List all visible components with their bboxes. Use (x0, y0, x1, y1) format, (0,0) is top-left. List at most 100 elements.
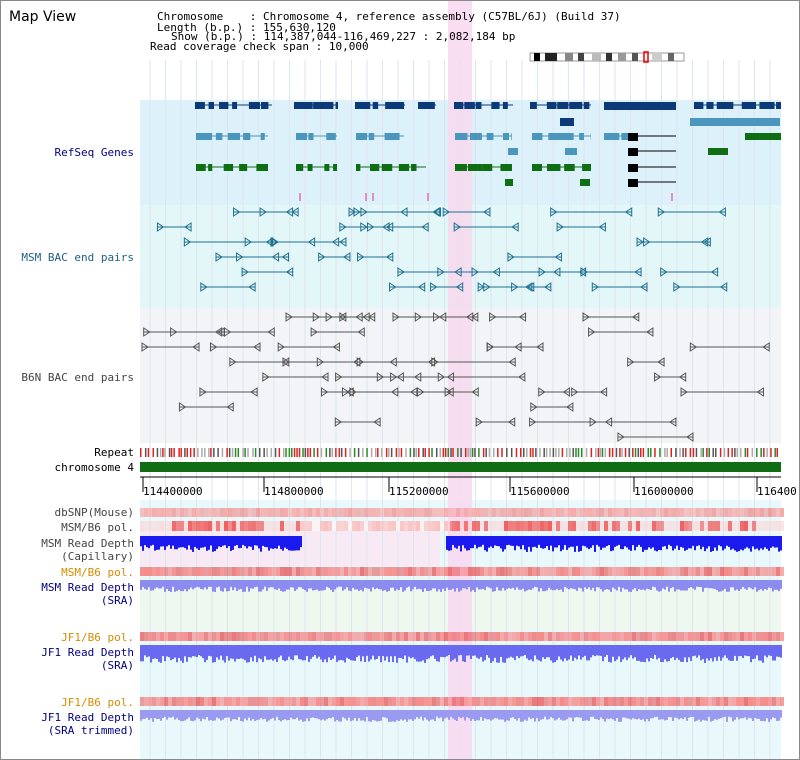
read-depth-bar (712, 710, 714, 721)
read-depth-bar (718, 710, 720, 719)
polymorphism-cell (644, 632, 648, 641)
bac-end-marker (470, 312, 479, 322)
polymorphism-cell (436, 632, 440, 641)
read-depth-bar (596, 580, 598, 588)
read-depth-bar (522, 536, 524, 546)
track-label-jf1-depth-sra[interactable]: JF1 Read Depth (SRA) (0, 646, 134, 672)
polymorphism-cell (204, 521, 208, 531)
read-depth-bar (220, 645, 222, 656)
read-depth-bar (310, 645, 312, 659)
bac-end-marker (680, 387, 688, 397)
repeat-element (474, 448, 476, 457)
polymorphism-cell (184, 567, 188, 576)
read-depth-bar (424, 580, 426, 589)
polymorphism-cell (292, 632, 296, 641)
polymorphism-cell (244, 521, 248, 531)
gene-block (580, 179, 590, 186)
track-label-jf1-depth-trimmed[interactable]: JF1 Read Depth (SRA trimmed) (0, 711, 134, 737)
repeat-element (689, 448, 692, 457)
polymorphism-cell (504, 567, 508, 576)
polymorphism-cell (228, 632, 232, 641)
read-depth-bar (736, 580, 738, 590)
read-depth-bar (700, 580, 702, 588)
read-depth-bar (532, 580, 534, 589)
polymorphism-cell (496, 697, 500, 706)
track-label-msm-pol-2[interactable]: MSM/B6 pol. (61, 566, 134, 579)
polymorphism-cell (252, 697, 256, 706)
bac-end-marker (141, 342, 149, 352)
polymorphism-cell (272, 521, 276, 531)
track-label-refseq[interactable]: RefSeq Genes (54, 146, 134, 159)
read-depth-bar (278, 710, 280, 721)
read-depth-bar (470, 536, 472, 549)
polymorphism-cell (444, 632, 448, 641)
polymorphism-cell (724, 567, 728, 576)
read-depth-bar (396, 645, 398, 663)
read-depth-bar (238, 645, 240, 660)
track-label-jf1-pol-2[interactable]: JF1/B6 pol. (61, 696, 134, 709)
polymorphism-cell (576, 697, 580, 706)
read-depth-bar (528, 580, 530, 590)
polymorphism-cell (448, 697, 452, 706)
polymorphism-cell (332, 508, 336, 517)
read-depth-bar (576, 536, 578, 546)
read-depth-bar (778, 645, 780, 657)
track-label-msm-depth-capillary[interactable]: MSM Read Depth (Capillary) (0, 537, 134, 563)
track-label-jf1-pol[interactable]: JF1/B6 pol. (61, 631, 134, 644)
read-depth-bar (650, 645, 652, 658)
bac-end-marker (511, 222, 519, 232)
read-depth-bar (654, 580, 656, 588)
read-depth-bar (704, 645, 706, 663)
gene-exon (302, 102, 313, 109)
read-depth-bar (340, 645, 342, 660)
repeat-element (409, 448, 412, 457)
repeat-element (529, 448, 532, 457)
read-depth-bar (652, 645, 654, 659)
track-label-b6n-bac[interactable]: B6N BAC end pairs (21, 371, 134, 384)
gene-exon (569, 102, 583, 109)
track-label-msm-pol[interactable]: MSM/B6 pol. (61, 521, 134, 534)
read-depth-bar (606, 580, 608, 590)
read-depth-bar (570, 580, 572, 589)
bac-end-marker (200, 282, 208, 292)
track-label-repeat[interactable]: Repeat (94, 446, 134, 459)
read-depth-bar (668, 536, 670, 545)
read-depth-bar (630, 580, 632, 592)
track-label-msm-depth-sra[interactable]: MSM Read Depth (SRA) (0, 581, 134, 607)
read-depth-bar (600, 536, 602, 550)
track-label-msm-bac[interactable]: MSM BAC end pairs (21, 251, 134, 264)
polymorphism-cell (340, 697, 344, 706)
polymorphism-cell (564, 632, 568, 641)
polymorphism-cell (376, 508, 380, 517)
polymorphism-cell (580, 567, 584, 576)
read-depth-bar (226, 710, 228, 718)
read-depth-bar (234, 710, 236, 720)
bac-end-marker (325, 312, 333, 322)
track-label-dbsnp[interactable]: dbSNP(Mouse) (54, 506, 134, 519)
read-depth-bar (356, 580, 358, 590)
gene-exon (296, 164, 304, 171)
read-depth-bar (772, 645, 774, 661)
polymorphism-cell (316, 508, 320, 517)
bac-end-marker (321, 372, 329, 382)
read-depth-bar (270, 580, 272, 588)
repeat-element (558, 448, 560, 457)
gene-exon (532, 164, 542, 171)
read-depth-bar (410, 645, 412, 659)
bac-end-marker (320, 387, 329, 397)
read-depth-bar (252, 536, 254, 550)
polymorphism-cell (780, 521, 784, 531)
read-depth-bar (180, 536, 182, 548)
ideogram-band (578, 53, 584, 61)
bac-end-marker (226, 402, 234, 412)
read-depth-bar (704, 580, 706, 588)
bac-end-marker (244, 237, 253, 247)
polymorphism-cell (684, 697, 688, 706)
polymorphism-cell (248, 508, 252, 517)
read-depth-bar (716, 580, 718, 591)
bac-end-marker (248, 282, 256, 292)
read-depth-bar (216, 710, 218, 718)
info-chromosome-key: Chromosome (157, 10, 250, 23)
read-depth-bar (594, 536, 596, 552)
